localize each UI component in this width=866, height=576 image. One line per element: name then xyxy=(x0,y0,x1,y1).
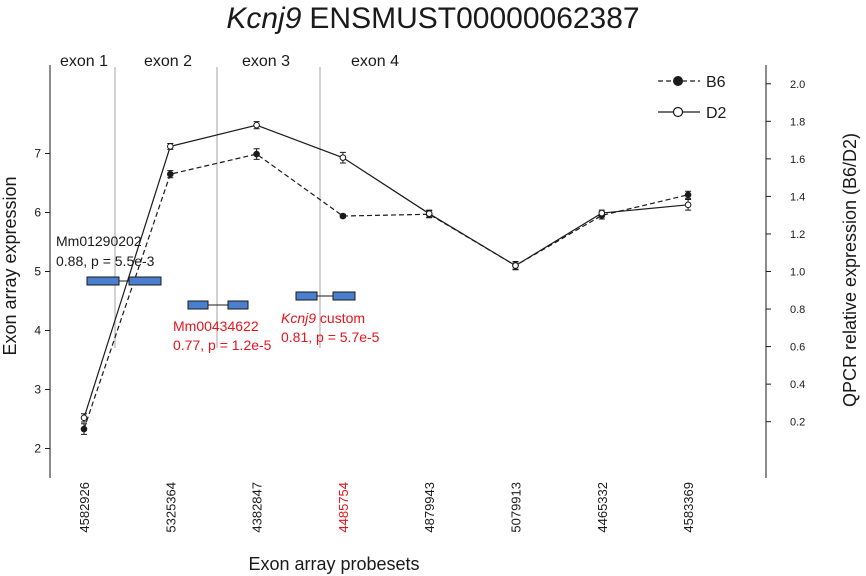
data-point-d2 xyxy=(684,199,692,211)
legend-item-b6: B6 xyxy=(658,74,726,91)
x-tick-label: 4879943 xyxy=(422,482,437,533)
assay-exon-box xyxy=(187,300,209,310)
assay-exon-box xyxy=(128,276,162,286)
assay-annotations: Mm01290202 0.88, p = 5.5e-3 Mm00434622 0… xyxy=(56,233,380,353)
y-axis-ticks-right: 0.2 0.4 0.6 0.8 1.0 1.2 1.4 1.6 1.8 2.0 xyxy=(766,79,805,429)
assay-name-suffix: custom xyxy=(316,310,365,326)
data-point-d2 xyxy=(512,260,519,271)
data-point-d2 xyxy=(425,209,433,218)
assay-name-mm01290202: Mm01290202 xyxy=(56,233,142,249)
marker-open xyxy=(598,209,606,217)
data-point-d2 xyxy=(598,209,606,217)
assay-gene-italic: Kcnj9 xyxy=(281,310,316,326)
assay-kcnj9-custom-diagram xyxy=(295,291,356,301)
x-axis-tick-labels: 4582926 5325364 4382847 4485754 4879943 50799… xyxy=(77,482,696,533)
y-tick-label: 6 xyxy=(34,206,41,220)
y-right-tick-label: 1.8 xyxy=(790,116,805,128)
data-point-b6 xyxy=(339,212,347,220)
y-right-tick-label: 1.2 xyxy=(790,229,805,241)
x-tick-label: 5079913 xyxy=(509,482,524,533)
exon-label: exon 2 xyxy=(144,53,192,70)
x-axis-title: Exon array probesets xyxy=(248,554,419,574)
assay-exon-box xyxy=(227,300,249,310)
data-point-d2 xyxy=(339,151,347,164)
assay-stats-mm01290202: 0.88, p = 5.5e-3 xyxy=(56,253,155,269)
x-tick-label: 4485754 xyxy=(336,482,351,533)
assay-diagrams xyxy=(86,276,356,310)
marker-open xyxy=(80,414,88,422)
x-tick-label: 4583369 xyxy=(681,482,696,533)
x-tick-label: 5325364 xyxy=(163,482,178,533)
series-line-d2 xyxy=(83,124,689,419)
assay-name-mm00434622: Mm00434622 xyxy=(173,318,259,334)
y-right-tick-label: 0.8 xyxy=(790,304,805,316)
assay-mm01290202-diagram xyxy=(86,276,162,286)
y-tick-label: 2 xyxy=(34,442,41,456)
y-tick-label: 3 xyxy=(34,383,41,397)
exon-label: exon 1 xyxy=(60,53,108,70)
assay-name-kcnj9-custom: Kcnj9 custom xyxy=(281,310,365,326)
series-points xyxy=(80,121,692,435)
y-right-tick-label: 0.6 xyxy=(790,342,805,354)
x-tick-label: 4382847 xyxy=(250,482,265,533)
y-right-tick-label: 1.4 xyxy=(790,191,805,203)
y-right-tick-label: 0.2 xyxy=(790,417,805,429)
legend-label: D2 xyxy=(706,105,727,122)
assay-mm00434622-diagram xyxy=(187,300,249,310)
chart-title-transcript: ENSMUST00000062387 xyxy=(309,2,639,35)
marker-open xyxy=(425,210,433,217)
series-lines xyxy=(83,124,689,430)
data-point-d2 xyxy=(80,413,88,423)
exon-label: exon 3 xyxy=(242,53,290,70)
chart-title: Kcnj9 ENSMUST00000062387 xyxy=(226,2,639,35)
marker-open xyxy=(684,201,692,209)
legend-marker-filled xyxy=(673,76,683,86)
y-tick-label: 7 xyxy=(34,147,41,161)
data-point-b6 xyxy=(684,190,692,199)
exon-labels: exon 1 exon 2 exon 3 exon 4 xyxy=(60,53,399,70)
data-point-b6 xyxy=(253,148,260,160)
chart-title-gene: Kcnj9 xyxy=(226,2,301,35)
data-point-d2 xyxy=(167,142,174,150)
assay-exon-box xyxy=(332,291,356,301)
marker-filled xyxy=(339,212,347,220)
y-axis-right-title: QPCR relative expression (B6/D2) xyxy=(840,133,860,407)
y-axis-title: Exon array expression xyxy=(0,176,20,355)
marker-filled xyxy=(167,170,174,178)
data-point-d2 xyxy=(253,121,260,130)
marker-filled xyxy=(684,191,692,199)
y-axis-ticks-left: 2 3 4 5 6 7 xyxy=(34,147,50,456)
exon-dividers xyxy=(114,67,321,348)
y-tick-label: 4 xyxy=(34,324,41,338)
legend-item-d2: D2 xyxy=(658,105,727,122)
y-right-tick-label: 1.6 xyxy=(790,154,805,166)
data-point-b6 xyxy=(80,423,88,435)
assay-stats-kcnj9-custom: 0.81, p = 5.7e-5 xyxy=(281,329,380,345)
marker-filled xyxy=(80,425,88,433)
legend: B6 D2 xyxy=(658,74,727,122)
series-line-b6 xyxy=(83,153,689,430)
x-tick-label: 4582926 xyxy=(77,482,92,533)
data-point-b6 xyxy=(167,170,174,179)
y-right-tick-label: 0.4 xyxy=(790,379,805,391)
marker-open xyxy=(339,154,347,161)
exon-label: exon 4 xyxy=(351,53,399,70)
x-tick-label: 4465332 xyxy=(595,482,610,533)
assay-stats-mm00434622: 0.77, p = 1.2e-5 xyxy=(173,337,272,353)
marker-open xyxy=(512,262,519,269)
y-right-tick-label: 2.0 xyxy=(790,79,805,91)
y-right-tick-label: 1.0 xyxy=(790,267,805,279)
legend-label: B6 xyxy=(706,74,726,91)
marker-open xyxy=(167,143,174,150)
assay-exon-box xyxy=(295,291,318,301)
assay-exon-box xyxy=(86,276,120,286)
legend-marker-open xyxy=(672,106,684,118)
marker-filled xyxy=(253,150,260,158)
marker-open xyxy=(253,121,260,129)
y-tick-label: 5 xyxy=(34,265,41,279)
